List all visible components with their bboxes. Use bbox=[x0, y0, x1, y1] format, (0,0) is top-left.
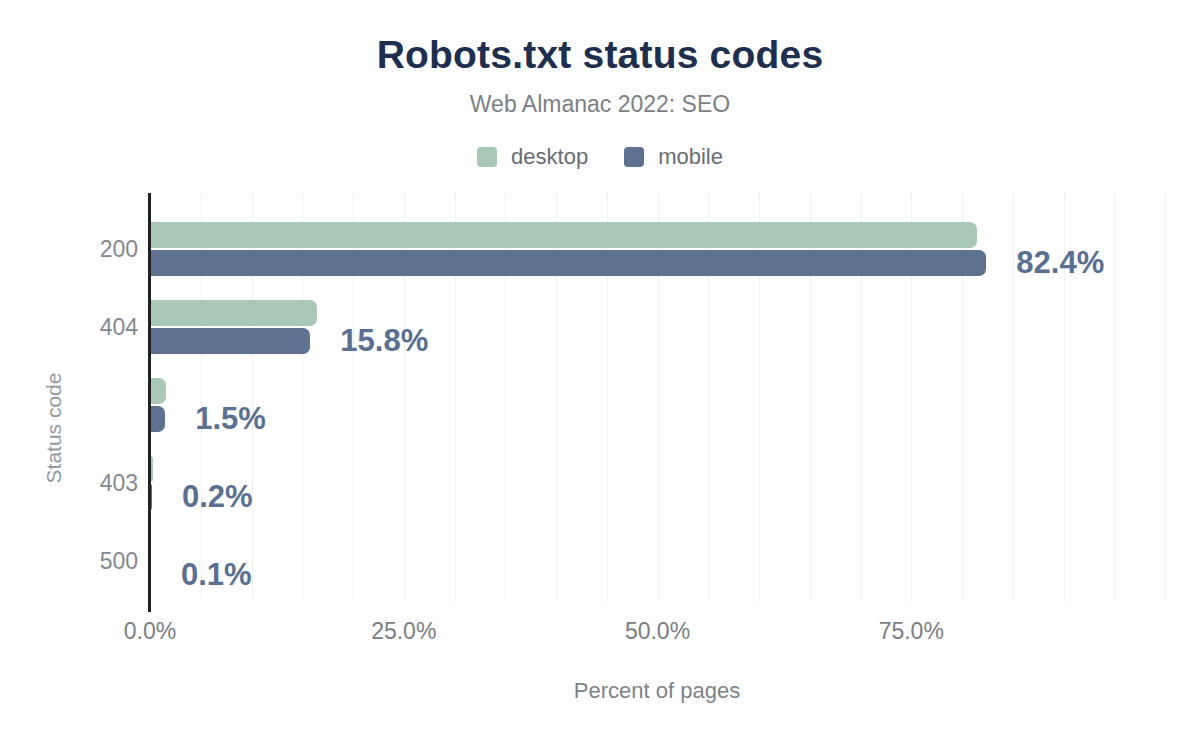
legend-label-desktop: desktop bbox=[511, 144, 588, 170]
bar-mobile-200 bbox=[150, 250, 986, 276]
x-tick-50.0%: 50.0% bbox=[625, 618, 690, 645]
x-tick-0.0%: 0.0% bbox=[124, 618, 176, 645]
y-tick-200: 200 bbox=[40, 236, 138, 263]
legend-swatch-mobile bbox=[624, 147, 644, 167]
bar-mobile-row2 bbox=[150, 406, 165, 432]
bar-desktop-row2 bbox=[150, 378, 166, 404]
gridline-95pct bbox=[1114, 193, 1115, 601]
x-tick-75.0%: 75.0% bbox=[879, 618, 944, 645]
gridline-85pct bbox=[1013, 193, 1014, 601]
y-tick-500: 500 bbox=[40, 548, 138, 575]
y-tick-404: 404 bbox=[40, 314, 138, 341]
y-axis-title: Status code bbox=[42, 373, 66, 484]
legend-label-mobile: mobile bbox=[658, 144, 723, 170]
value-label-404: 15.8% bbox=[340, 323, 428, 359]
chart-subtitle: Web Almanac 2022: SEO bbox=[0, 91, 1200, 118]
bar-desktop-404 bbox=[150, 300, 317, 326]
legend-item-mobile: mobile bbox=[624, 144, 723, 170]
bar-desktop-200 bbox=[150, 222, 977, 248]
x-axis-title: Percent of pages bbox=[574, 678, 740, 704]
gridline-100pct bbox=[1165, 193, 1166, 601]
value-label-row2: 1.5% bbox=[195, 401, 266, 437]
legend-item-desktop: desktop bbox=[477, 144, 588, 170]
legend: desktop mobile bbox=[0, 144, 1200, 170]
value-label-200: 82.4% bbox=[1016, 245, 1104, 281]
bar-mobile-404 bbox=[150, 328, 310, 354]
x-tick-25.0%: 25.0% bbox=[371, 618, 436, 645]
y-axis-line bbox=[148, 193, 151, 612]
value-label-403: 0.2% bbox=[182, 479, 253, 515]
legend-swatch-desktop bbox=[477, 147, 497, 167]
plot-area: 82.4% 15.8% 1.5% 0.2% 0.1% bbox=[150, 193, 1165, 608]
value-label-500: 0.1% bbox=[181, 557, 252, 593]
chart-title: Robots.txt status codes bbox=[0, 33, 1200, 77]
